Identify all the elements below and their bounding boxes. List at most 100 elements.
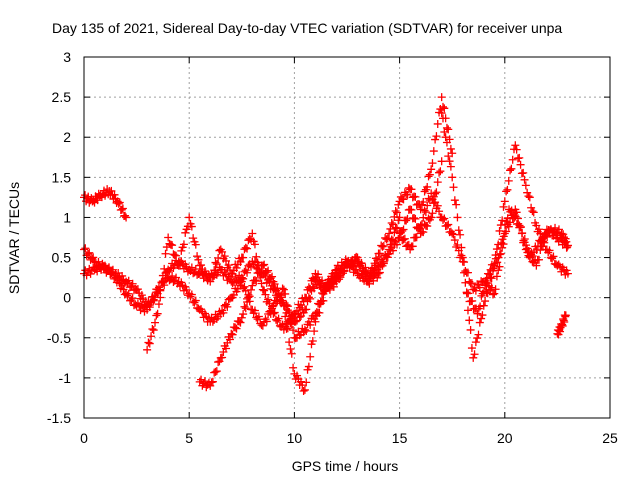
data-point — [269, 309, 278, 318]
data-point-fill — [197, 261, 206, 270]
data-point-fill — [220, 252, 229, 261]
series-trace-i — [553, 311, 570, 339]
data-point-fill — [373, 273, 382, 282]
data-point-fill — [433, 178, 442, 187]
data-point-fill — [168, 241, 177, 250]
data-point-fill — [265, 299, 274, 308]
data-point-fill — [450, 196, 459, 205]
data-point-fill — [260, 286, 269, 295]
data-point — [563, 269, 572, 278]
data-point — [279, 301, 288, 310]
data-point-fill — [408, 242, 417, 251]
data-point-fill — [306, 352, 315, 361]
tick-labels: 0 5 10 15 20 25 -1.5 -1 -0.5 0 0.5 1 1.5 2 2.5 3 — [47, 49, 618, 446]
data-point-fill — [243, 244, 252, 253]
data-point-fill — [442, 138, 451, 147]
grid-lines — [84, 57, 610, 418]
data-point-fill — [519, 236, 528, 245]
y-tick-label: -1 — [59, 370, 72, 386]
data-point — [511, 141, 520, 150]
data-point — [437, 93, 446, 102]
data-point-fill — [308, 274, 317, 283]
data-point-fill — [239, 253, 248, 262]
data-point-fill — [549, 252, 558, 261]
data-point-fill — [425, 170, 434, 179]
data-point — [515, 221, 524, 230]
data-point-fill — [481, 297, 490, 306]
data-point — [479, 301, 488, 310]
data-point-fill — [207, 270, 216, 279]
data-point-fill — [133, 285, 142, 294]
data-point-fill — [438, 114, 447, 123]
data-point-fill — [210, 266, 219, 275]
data-point-fill — [438, 102, 447, 111]
data-point — [521, 181, 530, 190]
data-point-fill — [501, 220, 510, 229]
data-point-fill — [515, 153, 524, 162]
data-point-fill — [554, 225, 563, 234]
data-point-fill — [454, 226, 463, 235]
data-point-fill — [485, 281, 494, 290]
data-point-fill — [510, 213, 519, 222]
data-point-fill — [148, 325, 157, 334]
data-point-fill — [177, 246, 186, 255]
data-point-fill — [373, 256, 382, 265]
data-point-fill — [83, 249, 92, 258]
data-point-fill — [423, 182, 432, 191]
data-point-fill — [81, 244, 90, 253]
data-point-fill — [536, 229, 545, 238]
data-point-fill — [151, 318, 160, 327]
data-point-fill — [440, 214, 449, 223]
data-point-fill — [441, 133, 450, 142]
data-point-fill — [507, 164, 516, 173]
data-point-fill — [563, 243, 572, 252]
data-point — [427, 165, 436, 174]
data-point-fill — [466, 325, 475, 334]
data-point — [206, 381, 215, 390]
data-point-fill — [145, 303, 154, 312]
data-point-fill — [314, 270, 323, 279]
data-point-fill — [145, 339, 154, 348]
data-point-fill — [219, 308, 228, 317]
data-point-fill — [306, 284, 315, 293]
data-point-fill — [527, 203, 536, 212]
data-point-fill — [268, 272, 277, 281]
data-point-fill — [281, 312, 290, 321]
data-point-fill — [465, 316, 474, 325]
data-point-fill — [239, 310, 248, 319]
data-point-fill — [293, 371, 302, 380]
data-point-fill — [503, 185, 512, 194]
data-point-fill — [124, 289, 133, 298]
data-point-fill — [410, 214, 419, 223]
data-point-fill — [268, 304, 277, 313]
data-point-fill — [356, 261, 365, 270]
y-tick-label: 0.5 — [52, 250, 72, 266]
data-point-fill — [319, 296, 328, 305]
data-point-fill — [475, 318, 484, 327]
data-point-fill — [417, 220, 426, 229]
data-point-fill — [200, 267, 209, 276]
data-point-fill — [252, 277, 261, 286]
data-point-fill — [152, 311, 161, 320]
data-point-fill — [524, 192, 533, 201]
data-point-fill — [189, 234, 198, 243]
data-point — [395, 213, 404, 222]
data-point-fill — [262, 317, 271, 326]
x-tick-label: 25 — [602, 430, 618, 446]
data-point-fill — [548, 254, 557, 263]
data-point-fill — [114, 274, 123, 283]
data-point — [258, 321, 267, 330]
data-point-fill — [545, 246, 554, 255]
data-point-fill — [516, 222, 525, 231]
data-point-fill — [179, 240, 188, 249]
data-point-fill — [172, 273, 181, 282]
data-point-fill — [287, 349, 296, 358]
data-point-fill — [387, 219, 396, 228]
data-point-fill — [231, 323, 240, 332]
data-point — [469, 353, 478, 362]
data-point-fill — [523, 188, 532, 197]
data-point-fill — [212, 367, 221, 376]
data-point — [258, 285, 267, 294]
data-point-fill — [482, 274, 491, 283]
